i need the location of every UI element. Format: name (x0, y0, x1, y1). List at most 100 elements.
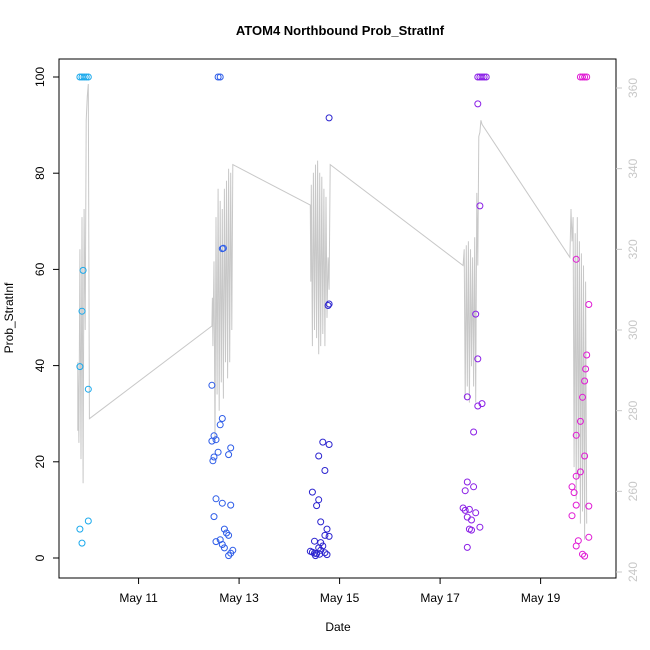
data-point (579, 550, 586, 558)
data-point (315, 452, 323, 460)
data-point (216, 421, 224, 429)
data-point (227, 444, 235, 452)
data-point (316, 550, 324, 558)
series-line (77, 83, 588, 540)
y-tick-label: 100 (33, 67, 47, 87)
data-point (568, 512, 576, 520)
data-point (212, 495, 220, 503)
series-3 (306, 114, 333, 560)
chart-title: ATOM4 Northbound Prob_StratInf (236, 23, 445, 38)
data-point (324, 302, 332, 309)
data-point (218, 245, 226, 253)
data-point (478, 73, 486, 81)
data-point (581, 452, 589, 460)
y-tick-label: 60 (33, 262, 47, 276)
x-tick-label: May 13 (219, 591, 259, 605)
data-point (325, 114, 333, 122)
data-point (84, 517, 92, 525)
data-point (463, 543, 471, 551)
data-point (579, 393, 586, 401)
data-point (225, 531, 233, 539)
data-point (319, 542, 327, 550)
y2-tick-label: 260 (626, 481, 640, 501)
data-point (572, 501, 580, 509)
data-point (210, 513, 218, 521)
data-point (76, 525, 84, 533)
data-point (579, 73, 586, 81)
right-axis-series-line (77, 83, 588, 540)
data-point (82, 73, 90, 81)
y-axis-right: 240 260 280 300 320 340 360 (616, 78, 640, 582)
data-point (212, 538, 220, 546)
data-point (209, 457, 217, 465)
data-point (570, 489, 578, 497)
data-point (218, 541, 226, 548)
data-point (220, 544, 228, 552)
data-point (323, 551, 331, 559)
data-point (472, 310, 480, 318)
x-tick-label: May 19 (521, 591, 561, 605)
data-point (585, 301, 593, 308)
data-point (572, 255, 580, 263)
data-point (208, 381, 216, 389)
data-point (317, 518, 325, 526)
data-point (218, 499, 226, 507)
data-point (218, 415, 226, 422)
data-point (79, 266, 87, 274)
y2-tick-label: 240 (626, 562, 640, 582)
data-point (325, 300, 333, 308)
data-point (474, 100, 482, 108)
data-point (482, 73, 490, 81)
data-point (572, 472, 580, 480)
data-point (84, 73, 92, 81)
x-axis-label: Date (325, 620, 351, 634)
data-point (582, 365, 590, 373)
data-point (470, 483, 478, 491)
data-point (480, 73, 488, 81)
y2-tick-label: 360 (626, 78, 640, 98)
data-point (208, 437, 216, 445)
data-point (463, 393, 471, 401)
data-point (325, 441, 333, 448)
plot-area-frame (58, 58, 617, 579)
data-point (476, 202, 484, 210)
data-point (80, 73, 88, 81)
data-point (315, 496, 323, 504)
data-point (474, 402, 482, 410)
data-point (472, 509, 480, 517)
data-point (583, 73, 591, 81)
data-point (313, 502, 321, 510)
series-2 (208, 73, 237, 560)
y-axis-label: Prob_StratInf (2, 282, 16, 353)
data-point (585, 533, 593, 541)
data-point (470, 428, 478, 436)
y-axis-left: 0 20 40 60 80 100 (33, 67, 59, 561)
y2-tick-label: 280 (626, 400, 640, 420)
data-point (476, 523, 484, 531)
data-point (461, 487, 469, 495)
data-point (227, 501, 235, 509)
data-point (568, 483, 576, 491)
data-point (311, 537, 318, 545)
data-point (463, 513, 471, 521)
data-point (225, 451, 233, 459)
data-point (76, 363, 84, 371)
data-point (581, 73, 589, 81)
data-point (321, 531, 329, 539)
data-point (319, 438, 327, 446)
y2-tick-label: 340 (626, 158, 640, 178)
data-point (312, 552, 319, 560)
data-point (463, 478, 471, 486)
data-point (220, 525, 228, 533)
data-point (465, 505, 473, 513)
data-point (210, 453, 218, 461)
data-point (576, 417, 584, 425)
x-tick-label: May 11 (119, 591, 158, 605)
data-point (78, 539, 86, 547)
series-1 (76, 73, 92, 547)
y-tick-label: 80 (33, 166, 47, 180)
data-point (323, 525, 331, 533)
data-point (321, 467, 329, 474)
data-point (214, 73, 222, 81)
